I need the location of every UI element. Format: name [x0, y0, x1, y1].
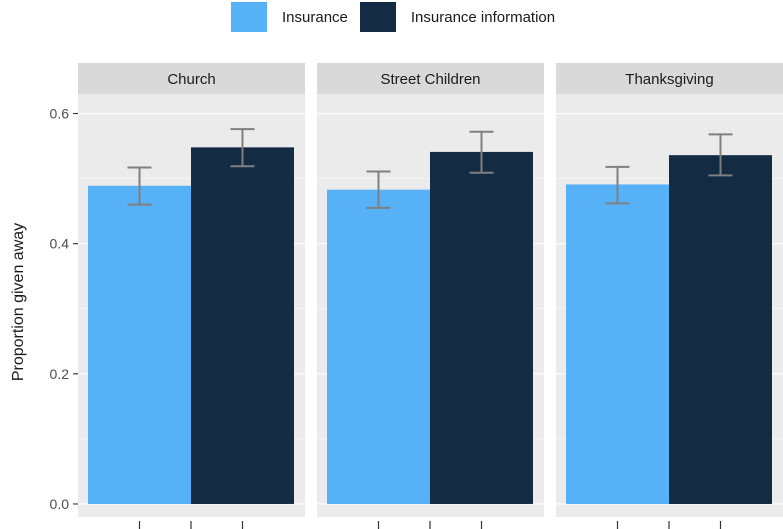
legend-swatch-insurance [231, 2, 267, 32]
facet-title-street-children: Street Children [380, 71, 480, 88]
legend-item-insurance: Insurance [231, 2, 348, 32]
facet-title-thanksgiving: Thanksgiving [625, 71, 713, 88]
bar-thanksgiving-insurance-information [669, 155, 772, 504]
bar-street-children-insurance [327, 189, 430, 504]
bar-thanksgiving-insurance [566, 184, 669, 504]
y-tick-label-1: 0.2 [50, 366, 70, 382]
bar-church-insurance [88, 185, 191, 504]
legend-label-insurance: Insurance [282, 8, 348, 26]
facet-strip-church [78, 63, 305, 94]
bar-street-children-insurance-information [430, 151, 533, 504]
legend-label-insurance-information: Insurance information [410, 8, 556, 26]
facet-title-church: Church [167, 71, 215, 88]
bar-church-insurance-information [191, 147, 294, 504]
legend-item-insurance-information: Insurance information [359, 2, 556, 32]
legend: Insurance Insurance information [231, 2, 567, 32]
legend-swatch-insurance-information [359, 2, 396, 32]
facet-strip-street-children [317, 63, 544, 94]
facet-strip-thanksgiving [556, 63, 783, 94]
y-tick-label-3: 0.6 [50, 106, 70, 122]
y-tick-label-2: 0.4 [50, 236, 70, 252]
y-tick-label-0: 0.0 [50, 496, 70, 512]
